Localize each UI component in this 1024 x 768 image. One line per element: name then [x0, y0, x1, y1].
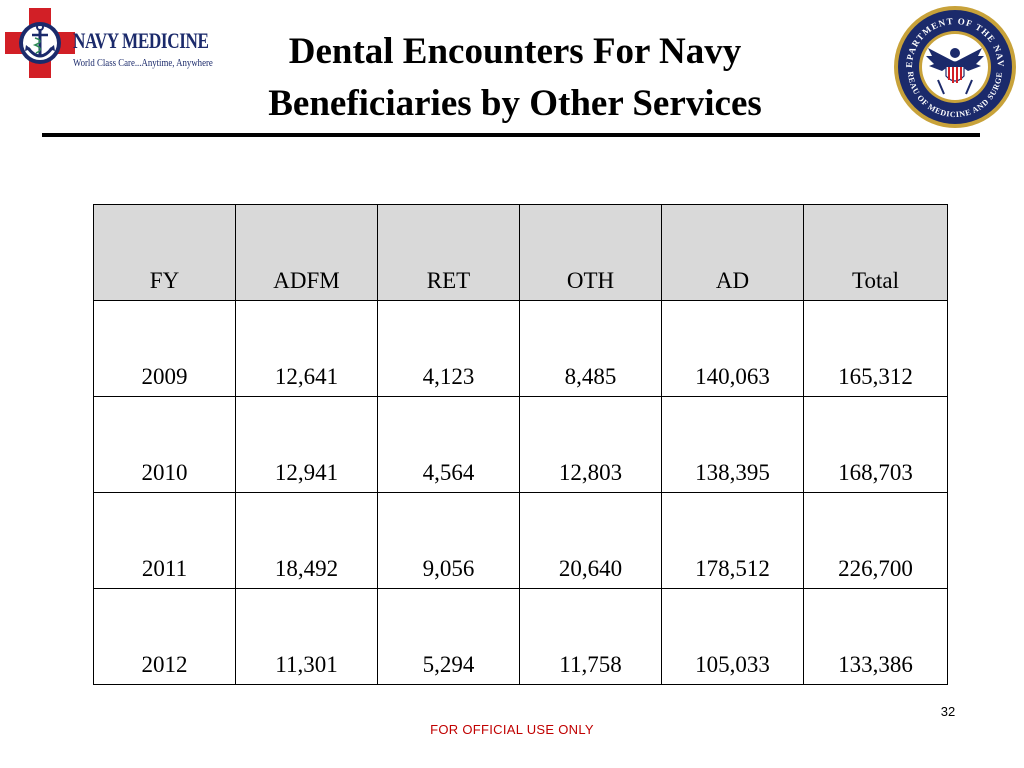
table-cell-adfm: 12,941 [235, 396, 378, 493]
table-cell-oth: 8,485 [519, 300, 662, 397]
column-header-ad: AD [661, 204, 804, 301]
table-cell-total: 133,386 [803, 588, 948, 685]
bureau-of-medicine-seal-icon: DEPARTMENT OF THE NAVY BUREAU OF MEDICIN… [888, 0, 1016, 128]
table-cell-fy: 2009 [93, 300, 236, 397]
table-cell-adfm: 18,492 [235, 492, 378, 589]
logo-wordmark: NAVY MEDICINE [73, 28, 209, 53]
logo-tagline: World Class Care...Anytime, Anywhere [73, 57, 213, 69]
encounters-table: FY ADFM RET OTH AD Total 2009 12,641 4,1… [93, 204, 948, 685]
column-header-oth: OTH [519, 204, 662, 301]
table-cell-adfm: 11,301 [235, 588, 378, 685]
table-cell-ret: 5,294 [377, 588, 520, 685]
table-cell-oth: 20,640 [519, 492, 662, 589]
table-cell-total: 226,700 [803, 492, 948, 589]
table-cell-ret: 4,123 [377, 300, 520, 397]
table-cell-ad: 138,395 [661, 396, 804, 493]
column-header-total: Total [803, 204, 948, 301]
navy-medicine-anchor-cross-icon [5, 8, 75, 78]
column-header-adfm: ADFM [235, 204, 378, 301]
table-cell-fy: 2011 [93, 492, 236, 589]
table-cell-fy: 2010 [93, 396, 236, 493]
table-cell-fy: 2012 [93, 588, 236, 685]
bumed-seal: DEPARTMENT OF THE NAVY BUREAU OF MEDICIN… [888, 0, 1018, 130]
table-header-row: FY ADFM RET OTH AD Total [93, 204, 948, 301]
table-row: 2011 18,492 9,056 20,640 178,512 226,700 [93, 492, 948, 589]
column-header-fy: FY [93, 204, 236, 301]
table-cell-ad: 105,033 [661, 588, 804, 685]
title-divider [42, 133, 980, 137]
table-row: 2009 12,641 4,123 8,485 140,063 165,312 [93, 300, 948, 397]
table-cell-oth: 11,758 [519, 588, 662, 685]
slide-title-line-1: Dental Encounters For Navy [288, 31, 742, 72]
table-cell-adfm: 12,641 [235, 300, 378, 397]
table-row: 2010 12,941 4,564 12,803 138,395 168,703 [93, 396, 948, 493]
column-header-ret: RET [377, 204, 520, 301]
table-cell-total: 165,312 [803, 300, 948, 397]
table-cell-ad: 140,063 [661, 300, 804, 397]
classification-banner: FOR OFFICIAL USE ONLY [430, 722, 594, 737]
slide-title: Dental Encounters For Navy Beneficiaries… [200, 26, 830, 130]
table-cell-ret: 9,056 [377, 492, 520, 589]
table-cell-total: 168,703 [803, 396, 948, 493]
navy-medicine-logo: NAVY MEDICINE World Class Care...Anytime… [5, 8, 215, 78]
page-number: 32 [940, 704, 956, 719]
slide-title-line-2: Beneficiaries by Other Services [268, 83, 762, 124]
table-cell-oth: 12,803 [519, 396, 662, 493]
table-row: 2012 11,301 5,294 11,758 105,033 133,386 [93, 588, 948, 685]
table-cell-ret: 4,564 [377, 396, 520, 493]
table-cell-ad: 178,512 [661, 492, 804, 589]
